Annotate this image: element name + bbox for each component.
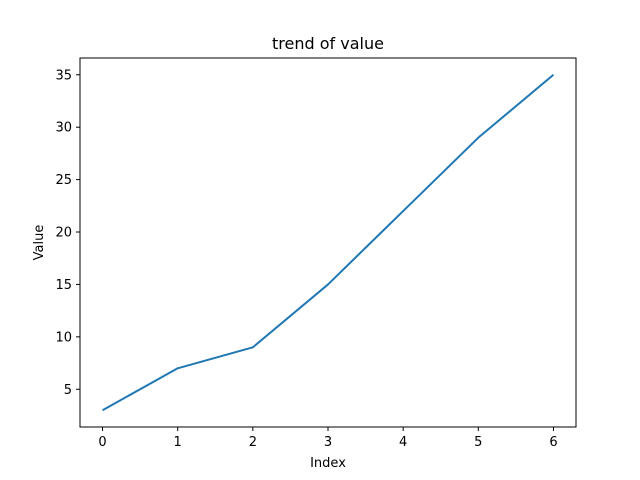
plot-area: 0 1 2 3 4 5 6 5 10 15 20 25 30 35 bbox=[55, 57, 577, 450]
chart-title: trend of value bbox=[272, 34, 384, 53]
y-tick-label: 15 bbox=[55, 278, 72, 293]
x-axis-ticks: 0 1 2 3 4 5 6 bbox=[98, 427, 558, 450]
y-tick-label: 35 bbox=[55, 68, 72, 83]
x-tick-label: 0 bbox=[98, 435, 106, 450]
x-tick-label: 4 bbox=[399, 435, 407, 450]
x-axis-label: Index bbox=[310, 456, 346, 471]
series-line bbox=[102, 74, 555, 412]
x-tick-label: 3 bbox=[324, 435, 332, 450]
y-tick-label: 25 bbox=[55, 173, 72, 188]
y-axis-label: Value bbox=[32, 225, 47, 261]
x-tick-label: 5 bbox=[474, 435, 482, 450]
y-tick-label: 10 bbox=[55, 330, 72, 345]
y-axis-ticks: 5 10 15 20 25 30 35 bbox=[55, 68, 80, 398]
y-tick-label: 30 bbox=[55, 121, 72, 136]
y-tick-label: 5 bbox=[64, 383, 72, 398]
x-tick-label: 2 bbox=[249, 435, 257, 450]
x-tick-label: 6 bbox=[549, 435, 557, 450]
x-tick-label: 1 bbox=[174, 435, 182, 450]
y-tick-label: 20 bbox=[55, 226, 72, 241]
series-layer bbox=[102, 74, 555, 412]
